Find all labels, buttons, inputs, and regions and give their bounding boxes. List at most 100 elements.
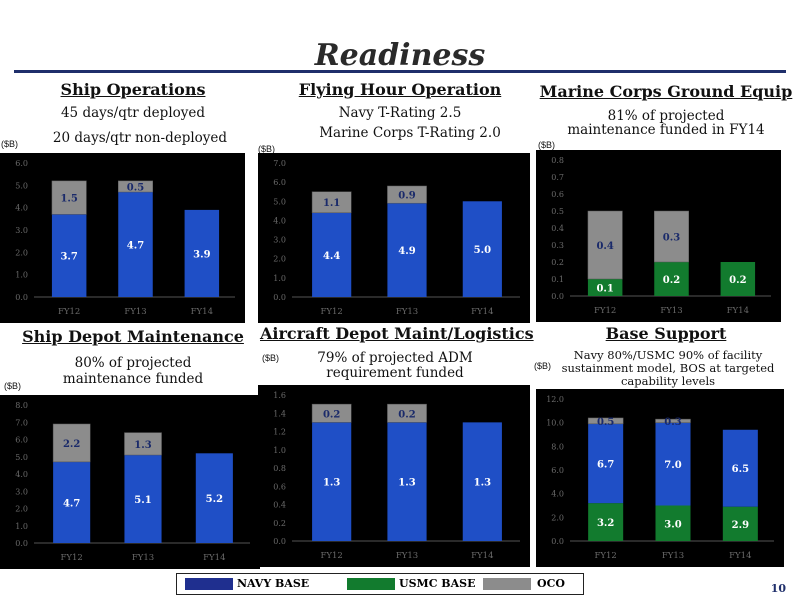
data-label: 4.7 bbox=[127, 241, 144, 252]
page-number: 10 bbox=[770, 582, 786, 595]
y-tick-label: 6.0 bbox=[551, 466, 564, 475]
data-label: 0.2 bbox=[323, 409, 340, 420]
x-tick-label: FY14 bbox=[729, 551, 751, 561]
marine-ground-equip-chart: 0.0 0.1 0.2 0.3 0.4 0.5 0.6 0.7 0.8 FY12 0.1 0.4 FY1… bbox=[536, 150, 781, 322]
y-tick-label: 5.0 bbox=[273, 197, 286, 206]
bar-segment-oco bbox=[387, 403, 427, 423]
y-tick-label: 0.0 bbox=[551, 292, 564, 301]
data-label: 0.4 bbox=[596, 241, 613, 252]
x-tick-label: FY14 bbox=[191, 307, 213, 317]
y-tick-label: 8.0 bbox=[551, 442, 564, 451]
x-tick-label: FY13 bbox=[396, 551, 418, 561]
data-label: 5.1 bbox=[134, 495, 151, 506]
data-label: 2.9 bbox=[732, 520, 749, 531]
section-title-aircraft-depot: Aircraft Depot Maint/Logistics bbox=[260, 324, 534, 343]
aircraft-depot-subtitle-1: 79% of projected ADM bbox=[317, 350, 473, 366]
legend-label-usmc: USMC BASE bbox=[399, 577, 476, 590]
bar-segment-oco bbox=[52, 423, 91, 463]
data-label: 3.7 bbox=[60, 252, 77, 263]
chart-svg: 0.0 2.0 4.0 6.0 8.0 10.0 12.0 FY12 3.2 6.7 0.5 FY13… bbox=[546, 395, 774, 561]
y-tick-label: 0.8 bbox=[273, 464, 286, 473]
data-label: 0.2 bbox=[663, 275, 680, 286]
data-label: 4.9 bbox=[398, 246, 415, 257]
bar-segment-navy bbox=[118, 192, 153, 297]
y-tick-label: 5.0 bbox=[15, 453, 28, 462]
data-label: 3.9 bbox=[193, 249, 210, 260]
bar-segment-navy bbox=[53, 461, 91, 543]
bar-segment-oco bbox=[654, 210, 689, 263]
bar-segment-usmc bbox=[720, 262, 756, 296]
legend-label-oco: OCO bbox=[537, 577, 565, 590]
base-support-subtitle-2: sustainment model, BOS at targeted bbox=[561, 361, 775, 375]
y-tick-label: 0.4 bbox=[273, 501, 286, 510]
data-label: 0.2 bbox=[398, 409, 415, 420]
bar-segment-navy bbox=[312, 422, 352, 541]
x-tick-label: FY14 bbox=[471, 307, 493, 317]
flying-hour-chart: 0.0 1.0 2.0 3.0 4.0 5.0 6.0 7.0 FY12 4.4 1.1 FY13 4.… bbox=[258, 153, 530, 323]
data-label: 0.5 bbox=[597, 417, 614, 428]
data-label: 3.0 bbox=[664, 519, 681, 530]
data-label: 5.2 bbox=[206, 494, 223, 505]
x-tick-label: FY13 bbox=[660, 306, 682, 316]
y-tick-label: 1.0 bbox=[15, 522, 28, 531]
bar-segment-navy bbox=[312, 212, 352, 297]
legend-label-navy: NAVY BASE bbox=[237, 577, 310, 590]
bar-segment-navy bbox=[462, 201, 502, 297]
unit-label: ($B) bbox=[534, 361, 552, 371]
data-label: 6.5 bbox=[732, 464, 749, 475]
y-tick-label: 2.0 bbox=[551, 513, 564, 522]
y-tick-label: 7.0 bbox=[15, 418, 28, 427]
section-title-ship-depot: Ship Depot Maintenance bbox=[22, 327, 244, 346]
chart-svg: 0.0 0.2 0.4 0.6 0.8 1.0 1.2 1.4 1.6 FY12 1.3 0.2 FY1… bbox=[273, 391, 520, 561]
data-label: 1.3 bbox=[323, 478, 340, 489]
unit-label: ($B) bbox=[4, 381, 22, 391]
y-tick-label: 0.2 bbox=[273, 519, 286, 528]
x-tick-label: FY12 bbox=[595, 551, 617, 561]
data-label: 1.3 bbox=[398, 478, 415, 489]
bar-segment-navy bbox=[387, 422, 427, 541]
base-support-subtitle-3: capability levels bbox=[620, 374, 716, 388]
data-label: 3.2 bbox=[597, 518, 614, 529]
y-tick-label: 0.0 bbox=[15, 293, 28, 302]
base-support-subtitle-1: Navy 80%/USMC 90% of facility bbox=[573, 348, 763, 362]
data-label: 0.9 bbox=[398, 191, 415, 202]
y-tick-label: 0.6 bbox=[551, 190, 564, 199]
bar-segment-oco bbox=[311, 403, 352, 423]
x-tick-label: FY13 bbox=[396, 307, 418, 317]
y-tick-label: 1.0 bbox=[15, 271, 28, 280]
page-title: Readiness bbox=[314, 38, 486, 73]
y-tick-label: 0.0 bbox=[273, 293, 286, 302]
ship-operations-subtitle-1: 45 days/qtr deployed bbox=[60, 105, 206, 121]
y-tick-label: 0.1 bbox=[551, 275, 564, 284]
x-tick-label: FY14 bbox=[727, 306, 749, 316]
section-title-flying-hour: Flying Hour Operation bbox=[298, 80, 502, 99]
ship-depot-chart: 0.0 1.0 2.0 3.0 4.0 5.0 6.0 7.0 8.0 FY12 4.7 2.2 FY1… bbox=[0, 395, 260, 569]
x-tick-label: FY12 bbox=[61, 553, 83, 563]
y-tick-label: 3.0 bbox=[15, 226, 28, 235]
y-tick-label: 6.0 bbox=[15, 159, 28, 168]
y-tick-label: 3.0 bbox=[15, 487, 28, 496]
bar-segment-oco bbox=[118, 180, 153, 193]
bar-segment-navy bbox=[195, 453, 233, 543]
bar-segment-oco bbox=[587, 210, 623, 280]
data-label: 5.0 bbox=[474, 245, 491, 256]
data-label: 1.3 bbox=[134, 440, 151, 451]
y-tick-label: 2.0 bbox=[15, 505, 28, 514]
ship-operations-chart: 0.0 1.0 2.0 3.0 4.0 5.0 6.0 FY12 3.7 1.5 FY13 4.7 0.… bbox=[0, 153, 245, 323]
unit-label: ($B) bbox=[258, 144, 276, 154]
x-tick-label: FY12 bbox=[58, 307, 80, 317]
y-tick-label: 4.0 bbox=[15, 470, 28, 479]
y-tick-label: 0.5 bbox=[551, 207, 564, 216]
x-tick-label: FY14 bbox=[471, 551, 493, 561]
flying-hour-subtitle-1: Navy T-Rating 2.5 bbox=[338, 105, 462, 121]
flying-hour-subtitle-2: Marine Corps T-Rating 2.0 bbox=[319, 125, 501, 141]
bar-segment-oco bbox=[587, 417, 624, 425]
marine-ground-subtitle-2: maintenance funded in FY14 bbox=[567, 122, 765, 138]
y-tick-label: 0.2 bbox=[551, 258, 564, 267]
bar-segment-oco bbox=[387, 185, 427, 204]
y-tick-label: 2.0 bbox=[15, 248, 28, 257]
aircraft-depot-chart: 0.0 0.2 0.4 0.6 0.8 1.0 1.2 1.4 1.6 FY12 1.3 0.2 FY1… bbox=[258, 385, 530, 567]
y-tick-label: 1.2 bbox=[273, 428, 286, 437]
y-tick-label: 0.6 bbox=[273, 482, 286, 491]
marine-ground-subtitle-1: 81% of projected bbox=[607, 108, 725, 124]
